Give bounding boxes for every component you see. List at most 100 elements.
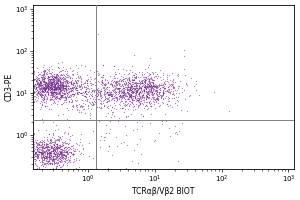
Point xyxy=(148,113,153,116)
Point xyxy=(64,92,69,95)
Point xyxy=(56,159,61,162)
Point xyxy=(51,78,56,81)
Point xyxy=(40,90,44,93)
Point xyxy=(38,80,42,84)
Point xyxy=(139,86,144,89)
Point xyxy=(50,82,55,85)
Point xyxy=(32,151,37,154)
Point xyxy=(147,101,152,104)
Point xyxy=(157,104,161,107)
Point xyxy=(45,162,50,165)
Point xyxy=(45,136,50,139)
Point xyxy=(114,95,118,98)
Point xyxy=(53,85,58,88)
Point xyxy=(78,104,83,108)
Point xyxy=(99,84,104,87)
Point xyxy=(120,91,125,94)
Point xyxy=(167,96,171,99)
Point xyxy=(126,96,131,99)
Point xyxy=(130,97,135,100)
Point xyxy=(64,76,69,79)
Point xyxy=(35,147,40,150)
Point xyxy=(154,89,159,93)
Point xyxy=(154,85,159,88)
Point xyxy=(148,72,153,75)
Point xyxy=(34,156,39,159)
Point xyxy=(52,81,57,84)
Point xyxy=(60,87,65,90)
Point xyxy=(48,83,52,86)
Point xyxy=(114,97,119,100)
Point xyxy=(126,83,131,87)
Point xyxy=(145,85,149,88)
Point xyxy=(146,86,151,89)
Point xyxy=(34,155,39,158)
Point xyxy=(57,91,62,95)
Point xyxy=(109,95,114,98)
Point xyxy=(59,151,64,154)
Point xyxy=(136,100,141,103)
Point xyxy=(133,87,137,90)
Point xyxy=(52,152,57,155)
Point xyxy=(35,67,40,70)
Point xyxy=(76,66,81,69)
Point xyxy=(162,86,167,90)
Point xyxy=(37,87,42,90)
Point xyxy=(63,84,68,87)
Point xyxy=(59,159,64,162)
Point xyxy=(66,94,71,97)
Point xyxy=(36,83,41,86)
Point xyxy=(55,84,60,87)
Point xyxy=(171,82,176,86)
Point xyxy=(32,132,36,136)
Point xyxy=(36,76,40,79)
Point xyxy=(120,94,124,98)
Point xyxy=(77,76,82,80)
Point xyxy=(35,89,40,92)
Point xyxy=(62,88,67,91)
Point xyxy=(42,90,46,93)
Point xyxy=(113,96,118,99)
Point xyxy=(132,76,137,79)
Point xyxy=(146,84,151,87)
Point xyxy=(50,83,54,86)
Point xyxy=(153,89,158,92)
Point xyxy=(116,88,121,91)
Point xyxy=(180,121,184,124)
Point xyxy=(52,73,56,76)
Point xyxy=(68,94,72,97)
Point xyxy=(147,85,152,88)
Point xyxy=(53,139,58,142)
Point xyxy=(40,78,45,82)
Point xyxy=(133,82,138,85)
Point xyxy=(154,93,159,96)
Point xyxy=(134,83,139,86)
Point xyxy=(50,156,55,159)
Point xyxy=(44,71,48,74)
Point xyxy=(96,93,100,96)
Point xyxy=(45,157,50,160)
Point xyxy=(58,147,63,150)
Point xyxy=(47,154,52,157)
Point xyxy=(48,168,53,171)
Point xyxy=(125,92,130,96)
Point xyxy=(37,85,41,88)
Point xyxy=(177,91,182,94)
Point xyxy=(43,144,48,148)
Point xyxy=(113,96,118,100)
Point xyxy=(184,82,188,86)
Point xyxy=(121,94,126,97)
Point xyxy=(158,76,163,79)
Point xyxy=(128,94,132,98)
Point xyxy=(61,162,65,166)
Point xyxy=(52,76,57,79)
Point xyxy=(44,143,49,146)
Point xyxy=(36,81,41,84)
Point xyxy=(162,97,167,100)
Point xyxy=(41,95,46,98)
Point xyxy=(53,142,58,146)
Point xyxy=(84,88,89,91)
Point xyxy=(89,107,94,110)
Point xyxy=(48,89,53,92)
Point xyxy=(40,159,44,163)
